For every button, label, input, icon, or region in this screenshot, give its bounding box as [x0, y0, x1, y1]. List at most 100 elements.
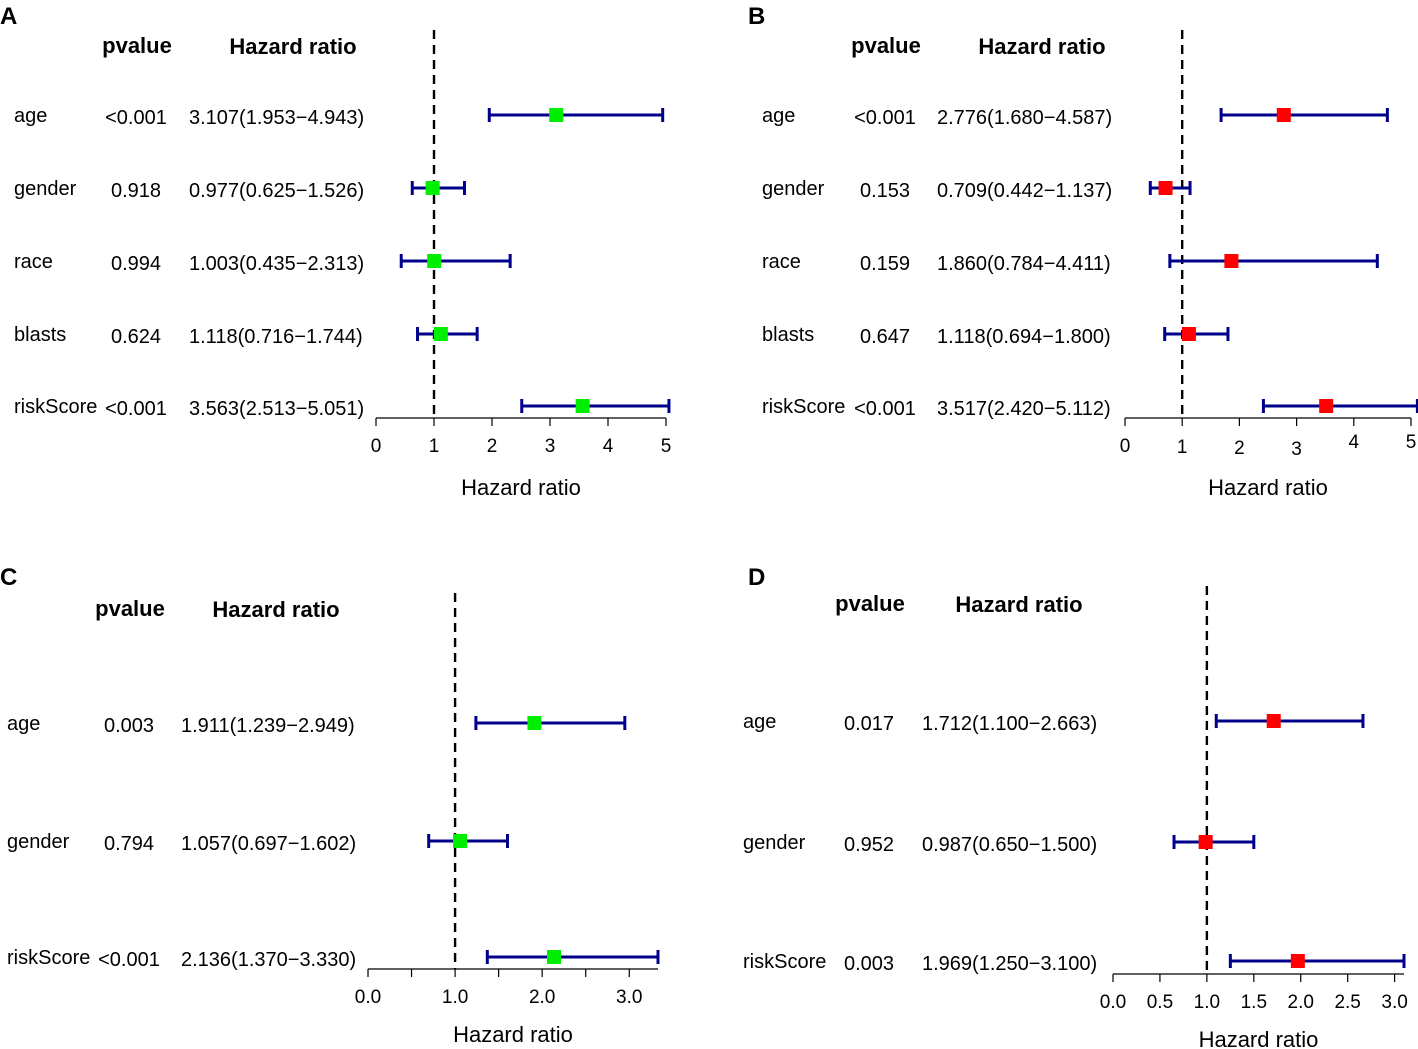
row-label: age — [762, 105, 795, 127]
forest-row-blasts: blasts 0.647 1.118(0.694−1.800) — [762, 324, 1230, 348]
row-pvalue: 0.647 — [860, 326, 910, 348]
x-tick-label: 2.0 — [1288, 992, 1314, 1013]
forest-row-race: race 0.159 1.860(0.784−4.411) — [762, 251, 1379, 275]
pvalue-header: pvalue — [95, 596, 165, 621]
row-label: gender — [7, 831, 70, 853]
pvalue-header: pvalue — [851, 33, 921, 58]
row-label: blasts — [14, 324, 66, 346]
row-hazard-ratio-text: 1.712(1.100−2.663) — [922, 713, 1097, 735]
row-hazard-ratio-text: 1.911(1.239−2.949) — [181, 715, 355, 737]
row-label: age — [7, 713, 40, 735]
row-hazard-ratio-text: 2.136(1.370−3.330) — [181, 949, 356, 971]
row-pvalue: 0.994 — [111, 253, 161, 275]
x-axis-title: Hazard ratio — [1199, 1027, 1319, 1049]
row-pvalue: 0.153 — [860, 180, 910, 202]
row-hazard-ratio-text: 1.003(0.435−2.313) — [189, 253, 364, 275]
row-label: blasts — [762, 324, 814, 346]
row-hazard-ratio-text: 0.987(0.650−1.500) — [922, 834, 1097, 856]
row-label: riskScore — [14, 396, 97, 418]
row-hazard-ratio-text: 3.517(2.420−5.112) — [937, 398, 1111, 420]
row-label: gender — [743, 832, 806, 854]
row-pvalue: 0.918 — [111, 180, 161, 202]
row-hazard-ratio-text: 1.969(1.250−3.100) — [922, 953, 1097, 975]
forest-row-riskscore: riskScore 0.003 1.969(1.250−3.100) — [743, 951, 1406, 975]
row-label: age — [743, 711, 776, 733]
pvalue-header: pvalue — [835, 591, 905, 616]
x-tick-label: 1.5 — [1241, 992, 1267, 1013]
row-hazard-ratio-text: 1.860(0.784−4.411) — [937, 253, 1111, 275]
row-label: riskScore — [7, 947, 90, 969]
hazard-ratio-marker — [1266, 714, 1281, 728]
x-axis-title: Hazard ratio — [461, 475, 581, 500]
row-pvalue: 0.952 — [844, 834, 894, 856]
forest-row-age: age <0.001 3.107(1.953−4.943) — [14, 105, 665, 129]
x-tick-label: 4 — [1349, 432, 1360, 453]
row-pvalue: 0.003 — [104, 715, 154, 737]
hazard-ratio-header: Hazard ratio — [212, 597, 339, 622]
row-pvalue: <0.001 — [854, 398, 916, 420]
row-pvalue: <0.001 — [98, 949, 160, 971]
forest-row-blasts: blasts 0.624 1.118(0.716−1.744) — [14, 324, 479, 348]
x-axis-title: Hazard ratio — [453, 1022, 573, 1047]
x-tick-label: 2.0 — [529, 987, 555, 1008]
row-label: age — [14, 105, 47, 127]
row-label: gender — [14, 178, 77, 200]
hazard-ratio-marker — [527, 716, 542, 730]
forest-row-riskscore: riskScore <0.001 3.563(2.513−5.051) — [14, 396, 671, 420]
hazard-ratio-marker — [1158, 181, 1173, 195]
hazard-ratio-header: Hazard ratio — [955, 592, 1082, 617]
row-hazard-ratio-text: 3.563(2.513−5.051) — [189, 398, 364, 420]
hazard-ratio-marker — [1181, 327, 1196, 341]
x-tick-label: 3.0 — [1381, 992, 1407, 1013]
panel-letter: D — [748, 564, 765, 591]
x-tick-label: 4 — [603, 436, 614, 457]
hazard-ratio-marker — [1290, 954, 1305, 968]
row-hazard-ratio-text: 1.057(0.697−1.602) — [181, 833, 356, 855]
x-tick-label: 0.5 — [1147, 992, 1173, 1013]
row-pvalue: 0.159 — [860, 253, 910, 275]
hazard-ratio-marker — [427, 254, 442, 268]
row-hazard-ratio-text: 1.118(0.716−1.744) — [189, 326, 363, 348]
row-pvalue: <0.001 — [854, 107, 916, 129]
hazard-ratio-marker — [575, 399, 590, 413]
x-tick-label: 3 — [545, 436, 556, 457]
row-label: gender — [762, 178, 825, 200]
row-pvalue: <0.001 — [105, 107, 167, 129]
x-tick-label: 1 — [1177, 437, 1188, 458]
x-tick-label: 0.0 — [1100, 992, 1126, 1013]
forest-row-gender: gender 0.952 0.987(0.650−1.500) — [743, 832, 1256, 856]
x-tick-label: 1.0 — [1194, 992, 1220, 1013]
x-tick-label: 1 — [429, 436, 440, 457]
panel-letter: C — [0, 564, 17, 591]
row-hazard-ratio-text: 0.977(0.625−1.526) — [189, 180, 364, 202]
hazard-ratio-marker — [549, 108, 564, 122]
panel-letter: B — [748, 3, 765, 30]
hazard-ratio-marker — [1319, 399, 1334, 413]
row-pvalue: 0.017 — [844, 713, 894, 735]
hazard-ratio-marker — [547, 950, 562, 964]
row-label: riskScore — [762, 396, 845, 418]
forest-row-gender: gender 0.918 0.977(0.625−1.526) — [14, 178, 467, 202]
row-label: race — [14, 251, 53, 273]
x-tick-label: 5 — [1406, 432, 1417, 453]
x-tick-label: 3 — [1291, 439, 1302, 460]
row-label: riskScore — [743, 951, 826, 973]
x-tick-label: 0 — [1120, 436, 1131, 457]
row-hazard-ratio-text: 3.107(1.953−4.943) — [189, 107, 364, 129]
hazard-ratio-marker — [433, 327, 448, 341]
panel-letter: A — [0, 3, 17, 30]
hazard-ratio-marker — [1276, 108, 1291, 122]
row-label: race — [762, 251, 801, 273]
hazard-ratio-marker — [1224, 254, 1239, 268]
row-pvalue: <0.001 — [105, 398, 167, 420]
hazard-ratio-marker — [1198, 835, 1213, 849]
forest-row-race: race 0.994 1.003(0.435−2.313) — [14, 251, 512, 275]
x-tick-label: 5 — [661, 436, 672, 457]
hazard-ratio-header: Hazard ratio — [229, 34, 356, 59]
row-hazard-ratio-text: 1.118(0.694−1.800) — [937, 326, 1111, 348]
